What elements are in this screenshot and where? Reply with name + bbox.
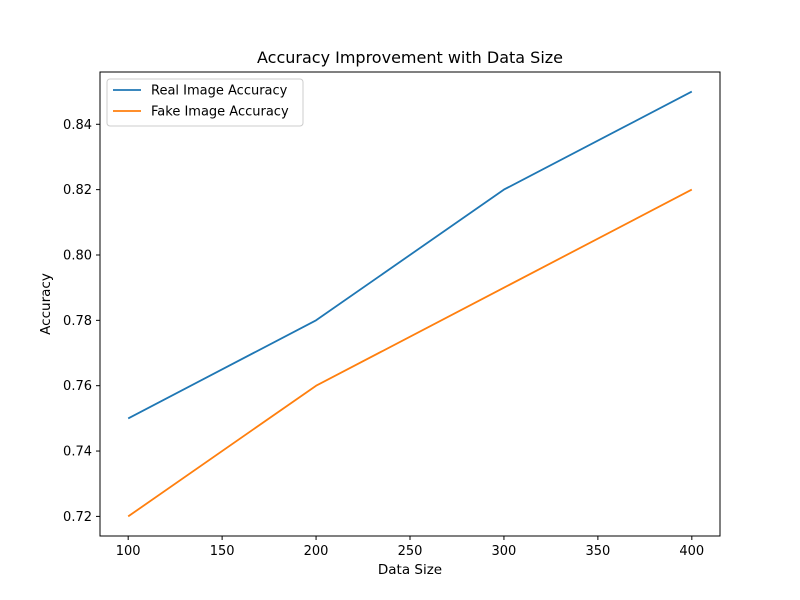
x-axis-label: Data Size (378, 562, 442, 578)
series-line-real-image-accuracy (127, 90, 693, 420)
chart-title: Accuracy Improvement with Data Size (257, 48, 563, 67)
x-tick-label: 350 (585, 544, 610, 559)
y-tick-label: 0.80 (63, 248, 92, 263)
legend-label-real-image-accuracy: Real Image Accuracy (151, 84, 288, 99)
x-tick-label: 100 (116, 544, 141, 559)
y-tick-label: 0.72 (63, 510, 92, 525)
x-tick-label: 300 (492, 544, 517, 559)
x-axis-ticks: 100 150 200 250 300 350 400 (116, 536, 704, 559)
legend-box (106, 78, 304, 127)
y-tick-label: 0.82 (63, 183, 92, 198)
legend: Real Image Accuracy Fake Image Accuracy (106, 78, 304, 127)
legend-label-fake-image-accuracy: Fake Image Accuracy (151, 105, 289, 120)
x-tick-label: 250 (398, 544, 423, 559)
x-tick-label: 400 (679, 544, 704, 559)
y-tick-label: 0.84 (63, 118, 92, 133)
y-tick-label: 0.76 (63, 379, 92, 394)
y-axis-label: Accuracy (38, 273, 54, 335)
series-lines (127, 90, 693, 518)
y-axis-ticks: 0.72 0.74 0.76 0.78 0.80 0.82 0.84 (63, 118, 100, 525)
series-line-fake-image-accuracy (127, 188, 693, 518)
y-tick-label: 0.74 (63, 445, 92, 460)
x-tick-label: 150 (210, 544, 235, 559)
y-tick-label: 0.78 (63, 314, 92, 329)
x-tick-label: 200 (304, 544, 329, 559)
